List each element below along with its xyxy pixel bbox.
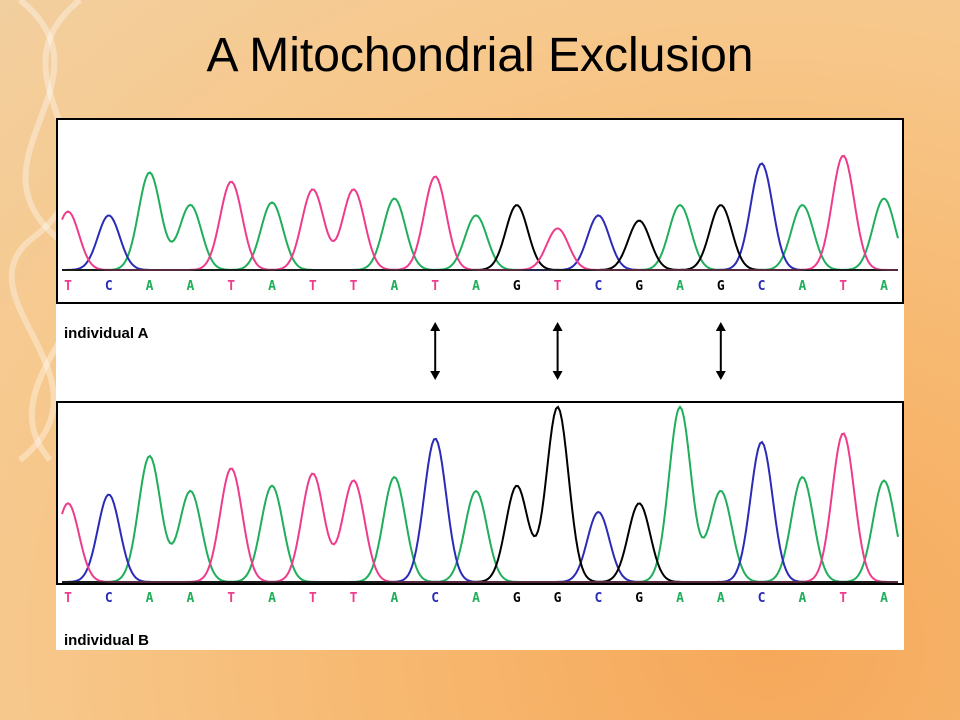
base-call: A bbox=[146, 279, 154, 294]
base-call: A bbox=[798, 279, 806, 294]
base-call: A bbox=[186, 279, 194, 294]
base-call: G bbox=[513, 279, 521, 294]
trace-t-panel-b bbox=[61, 432, 898, 583]
trace-c-panel-a bbox=[62, 162, 898, 271]
base-call: G bbox=[513, 591, 521, 606]
base-call: A bbox=[798, 591, 806, 606]
trace-a-panel-a bbox=[62, 171, 899, 271]
base-call: C bbox=[758, 279, 766, 294]
base-call: T bbox=[309, 591, 317, 606]
panel-a-label: individual A bbox=[64, 325, 149, 342]
panel-a-frame bbox=[56, 118, 904, 304]
panel-b-frame bbox=[56, 401, 904, 585]
trace-g-panel-a bbox=[62, 204, 898, 271]
base-call: T bbox=[350, 591, 358, 606]
base-call: T bbox=[839, 591, 847, 606]
base-call: G bbox=[635, 591, 643, 606]
base-call: A bbox=[880, 591, 888, 606]
base-call: A bbox=[146, 591, 154, 606]
base-call: T bbox=[227, 279, 235, 294]
base-call: T bbox=[64, 591, 72, 606]
base-call: C bbox=[105, 279, 113, 294]
base-call: C bbox=[594, 279, 602, 294]
base-call: C bbox=[758, 591, 766, 606]
base-call: A bbox=[717, 591, 725, 606]
difference-arrow bbox=[430, 322, 441, 380]
base-call: G bbox=[554, 591, 562, 606]
base-call: T bbox=[431, 279, 439, 294]
slide-title: A Mitochondrial Exclusion bbox=[206, 29, 754, 82]
trace-c-panel-b bbox=[62, 437, 898, 583]
base-call: A bbox=[390, 591, 398, 606]
chromatogram-svg: individual A individual B T C A A T A T T A T A G T C… bbox=[56, 118, 904, 649]
base-call: T bbox=[227, 591, 235, 606]
base-call: T bbox=[554, 279, 562, 294]
base-call: T bbox=[64, 279, 72, 294]
base-call: A bbox=[676, 591, 684, 606]
base-call: A bbox=[268, 279, 276, 294]
base-call: C bbox=[105, 591, 113, 606]
base-call: A bbox=[186, 591, 194, 606]
base-call: C bbox=[594, 591, 602, 606]
base-call: A bbox=[268, 591, 276, 606]
base-call: T bbox=[309, 279, 317, 294]
base-call: T bbox=[839, 279, 847, 294]
difference-arrow bbox=[552, 322, 563, 380]
trace-t-panel-a bbox=[61, 154, 898, 271]
panel-b-label: individual B bbox=[64, 632, 149, 649]
base-call: A bbox=[472, 279, 480, 294]
base-call: C bbox=[431, 591, 439, 606]
base-call: A bbox=[472, 591, 480, 606]
chromatogram-figure: individual A individual B T C A A T A T T A T A G T C… bbox=[56, 118, 904, 650]
base-call: A bbox=[676, 279, 684, 294]
base-call: G bbox=[717, 279, 725, 294]
difference-arrow bbox=[715, 322, 726, 380]
base-call: A bbox=[880, 279, 888, 294]
base-call: T bbox=[350, 279, 358, 294]
base-call: A bbox=[390, 279, 398, 294]
base-call: G bbox=[635, 279, 643, 294]
